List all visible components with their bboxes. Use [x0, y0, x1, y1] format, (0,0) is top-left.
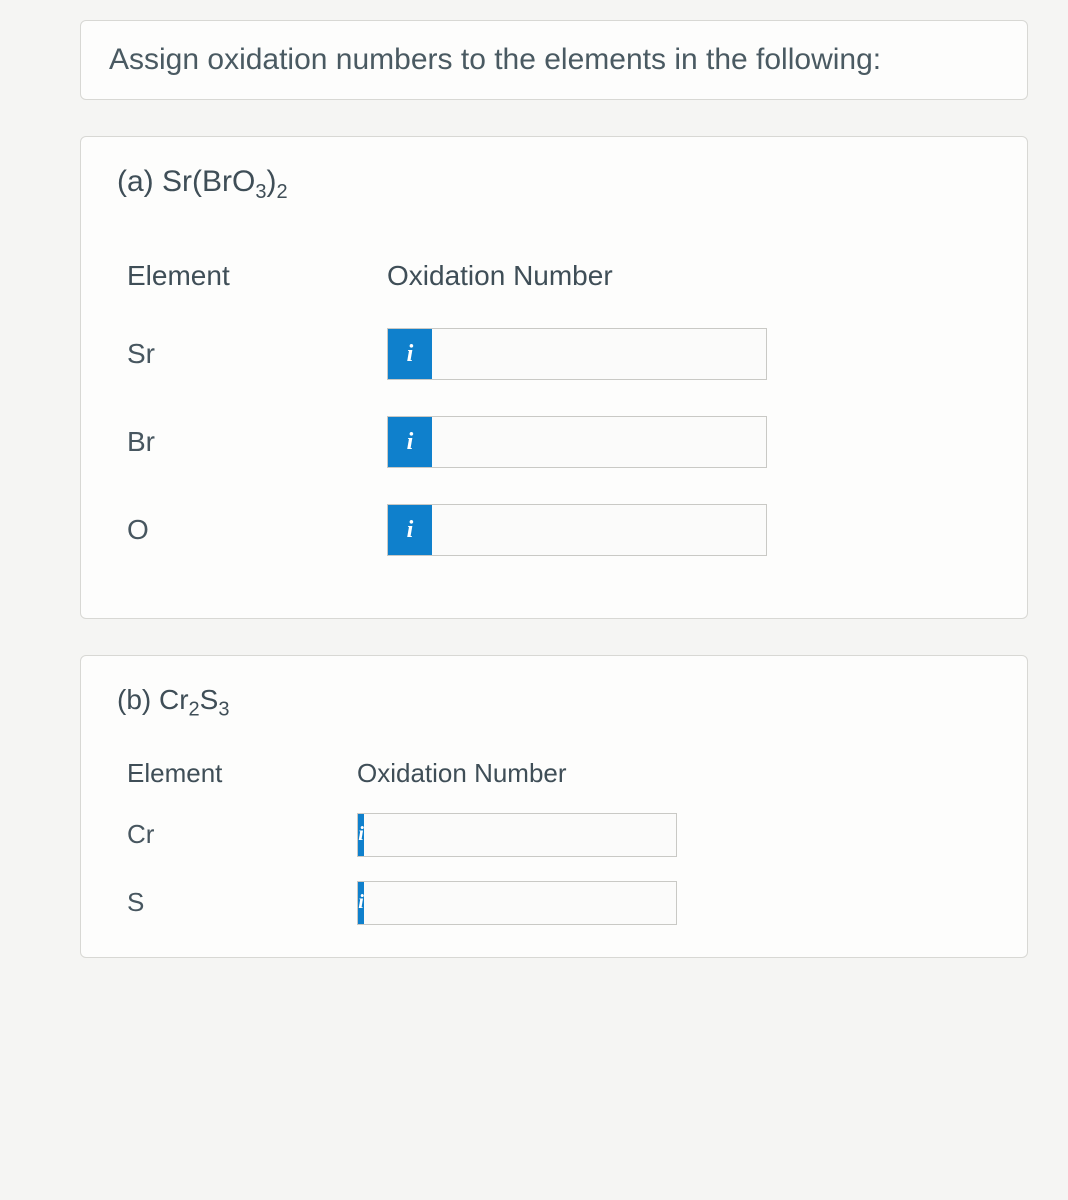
part-b-label: (b) Cr2S3	[117, 684, 991, 722]
part-a-table: Element Oxidation Number Sr i Br i O	[117, 242, 787, 574]
oxidation-input-br[interactable]	[432, 417, 766, 467]
input-group: i	[387, 416, 767, 468]
element-label-cr: Cr	[117, 801, 347, 869]
oxidation-input-s[interactable]	[364, 882, 676, 924]
question-prompt: Assign oxidation numbers to the elements…	[109, 43, 999, 77]
oxidation-input-cell: i	[377, 310, 787, 398]
table-header-row: Element Oxidation Number	[117, 746, 695, 801]
table-row: Br i	[117, 398, 787, 486]
part-b-card: (b) Cr2S3 Element Oxidation Number Cr i …	[80, 655, 1028, 958]
input-group: i	[387, 328, 767, 380]
input-group: i	[357, 881, 677, 925]
input-group: i	[387, 504, 767, 556]
header-element: Element	[117, 242, 377, 310]
part-a-card: (a) Sr(BrO3)2 Element Oxidation Number S…	[80, 136, 1028, 619]
element-label-o: O	[117, 486, 377, 574]
oxidation-input-cr[interactable]	[364, 814, 676, 856]
table-row: Cr i	[117, 801, 695, 869]
oxidation-input-o[interactable]	[432, 505, 766, 555]
table-header-row: Element Oxidation Number	[117, 242, 787, 310]
info-icon[interactable]: i	[388, 329, 432, 379]
oxidation-input-cell: i	[347, 869, 695, 937]
table-row: O i	[117, 486, 787, 574]
part-b-table: Element Oxidation Number Cr i S i	[117, 746, 695, 937]
table-row: Sr i	[117, 310, 787, 398]
info-icon[interactable]: i	[388, 417, 432, 467]
element-label-sr: Sr	[117, 310, 377, 398]
question-prompt-card: Assign oxidation numbers to the elements…	[80, 20, 1028, 100]
element-label-s: S	[117, 869, 347, 937]
table-row: S i	[117, 869, 695, 937]
header-oxidation-number: Oxidation Number	[347, 746, 695, 801]
oxidation-input-cell: i	[347, 801, 695, 869]
info-icon[interactable]: i	[388, 505, 432, 555]
header-oxidation-number: Oxidation Number	[377, 242, 787, 310]
oxidation-input-cell: i	[377, 486, 787, 574]
header-element: Element	[117, 746, 347, 801]
oxidation-input-sr[interactable]	[432, 329, 766, 379]
element-label-br: Br	[117, 398, 377, 486]
part-a-label: (a) Sr(BrO3)2	[117, 165, 991, 204]
input-group: i	[357, 813, 677, 857]
oxidation-input-cell: i	[377, 398, 787, 486]
